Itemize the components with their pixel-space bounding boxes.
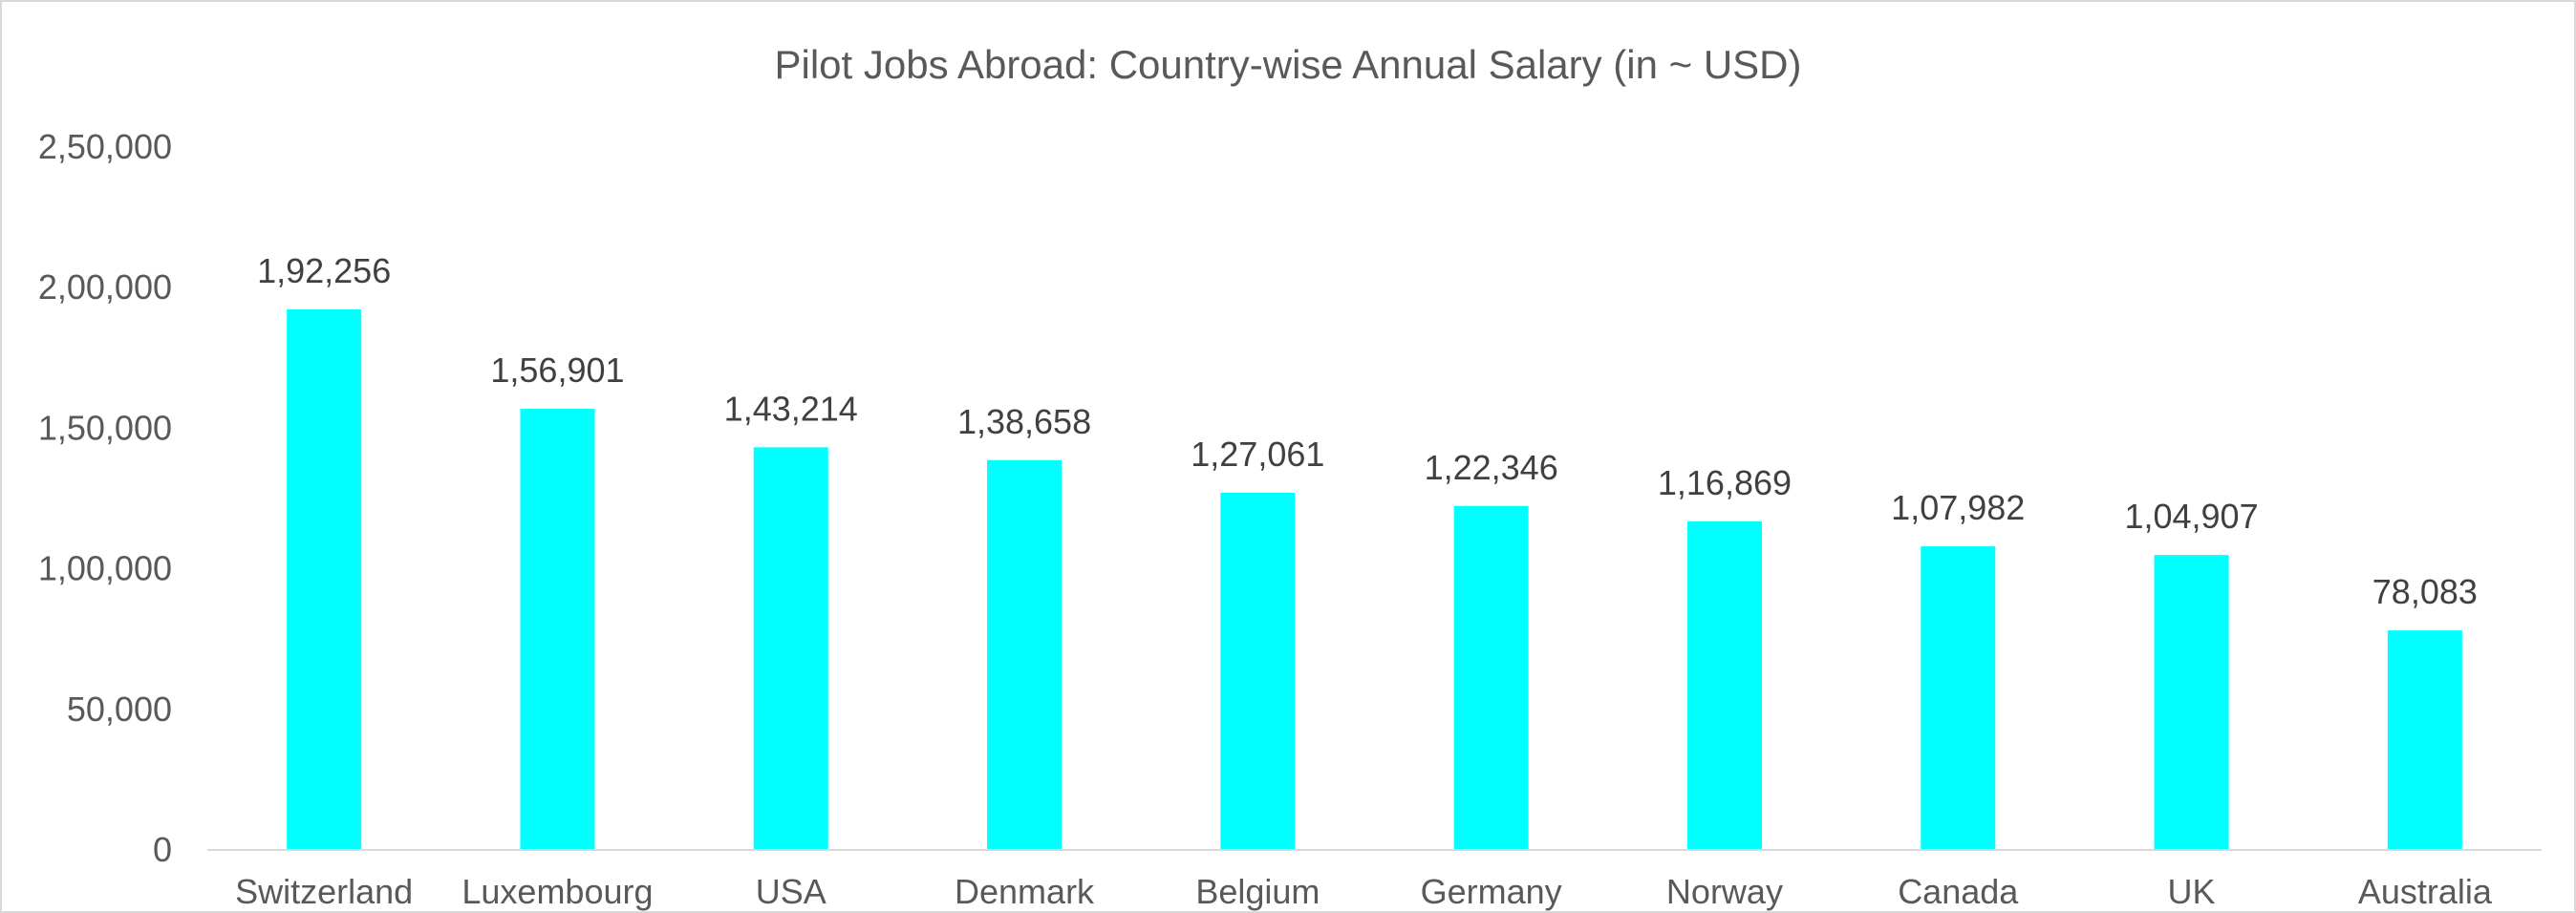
y-axis-tick-labels: 0 50,000 1,00,000 1,50,000 2,00,000 2,50,000 [38, 127, 172, 869]
data-labels: 1,92,256 1,56,901 1,43,214 1,38,658 1,27,061… [257, 251, 2478, 611]
bars [287, 308, 2462, 851]
y-tick-label: 2,00,000 [38, 267, 172, 307]
bar-uk [2154, 555, 2229, 850]
x-tick-label: Germany [1421, 872, 1562, 911]
bar-canada [1921, 546, 1996, 850]
data-label-luxembourg: 1,56,901 [490, 350, 624, 390]
data-label-canada: 1,07,982 [1891, 488, 2025, 527]
y-tick-label: 2,50,000 [38, 127, 172, 166]
data-label-denmark: 1,38,658 [957, 402, 1091, 441]
bar-australia [2387, 630, 2462, 850]
bar-denmark [987, 459, 1063, 850]
y-tick-label: 0 [153, 830, 172, 869]
data-label-uk: 1,04,907 [2124, 497, 2258, 536]
bar-switzerland [287, 308, 362, 851]
x-tick-label: Canada [1898, 872, 2019, 911]
x-tick-label: Norway [1666, 872, 1783, 911]
x-tick-label: Denmark [955, 872, 1095, 911]
bar-usa [753, 447, 828, 850]
data-label-norway: 1,16,869 [1658, 463, 1792, 502]
bar-norway [1686, 520, 1762, 850]
y-tick-label: 1,00,000 [38, 549, 172, 588]
x-tick-label: USA [756, 872, 826, 911]
y-tick-label: 50,000 [67, 690, 172, 729]
x-tick-label: Luxembourg [462, 872, 653, 911]
data-label-switzerland: 1,92,256 [257, 251, 391, 290]
bar-luxembourg [520, 409, 595, 850]
x-tick-label: Australia [2358, 872, 2493, 911]
data-label-usa: 1,43,214 [724, 389, 858, 428]
bar-belgium [1220, 492, 1296, 850]
data-label-belgium: 1,27,061 [1191, 435, 1324, 474]
x-tick-label: Belgium [1195, 872, 1320, 911]
chart-title: Pilot Jobs Abroad: Country-wise Annual S… [775, 42, 1802, 87]
x-axis-tick-labels: Switzerland Luxembourg USA Denmark Belgium Ge… [235, 872, 2493, 911]
x-tick-label: Switzerland [235, 872, 413, 911]
bar-germany [1453, 505, 1529, 850]
x-tick-label: UK [2168, 872, 2216, 911]
data-label-germany: 1,22,346 [1425, 448, 1558, 487]
data-label-australia: 78,083 [2372, 572, 2478, 611]
y-tick-label: 1,50,000 [38, 408, 172, 447]
